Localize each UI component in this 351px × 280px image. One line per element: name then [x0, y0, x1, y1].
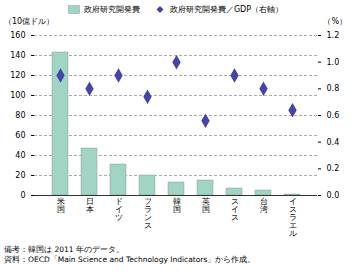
- svg-text:スイス: スイス: [231, 197, 239, 222]
- svg-text:60: 60: [15, 131, 25, 140]
- svg-text:日本: 日本: [86, 197, 94, 214]
- svg-text:120: 120: [10, 71, 25, 80]
- html-text:資料：OECD「Main Science and Techn: 資料：OECD「Main Science and Technology Indi…: [4, 255, 256, 264]
- svg-text:フランス: フランス: [144, 197, 152, 230]
- html-text:政府研究開発費／GDP（右軸）: 政府研究開発費／GDP（右軸）: [169, 5, 284, 14]
- svg-text:80: 80: [15, 111, 25, 120]
- svg-text:20: 20: [15, 171, 25, 180]
- svg-text:1.2: 1.2: [327, 31, 340, 40]
- html-text:（10億ドル）: （10億ドル）: [4, 17, 55, 26]
- svg-text:ドイツ: ドイツ: [115, 197, 123, 222]
- svg-text:米国: 米国: [57, 197, 65, 214]
- svg-text:100: 100: [10, 91, 25, 100]
- svg-text:台湾: 台湾: [260, 197, 268, 214]
- svg-text:40: 40: [15, 151, 25, 160]
- svg-text:0: 0: [20, 191, 25, 200]
- svg-text:韓国: 韓国: [173, 197, 181, 214]
- svg-text:英国: 英国: [202, 197, 210, 214]
- svg-text:0.2: 0.2: [327, 164, 340, 173]
- svg-text:0.4: 0.4: [327, 138, 340, 147]
- html-text:政府研究開発費: 政府研究開発費: [83, 5, 140, 14]
- svg-text:0.0: 0.0: [327, 191, 340, 200]
- svg-text:イスラエル: イスラエル: [289, 197, 297, 238]
- svg-text:140: 140: [10, 51, 25, 60]
- svg-text:0.8: 0.8: [327, 84, 340, 93]
- svg-text:1.0: 1.0: [327, 58, 340, 67]
- svg-text:0.6: 0.6: [327, 111, 340, 120]
- html-text:備考：韓国は 2011 年のデータ。: 備考：韓国は 2011 年のデータ。: [4, 245, 124, 254]
- svg-text:160: 160: [10, 31, 25, 40]
